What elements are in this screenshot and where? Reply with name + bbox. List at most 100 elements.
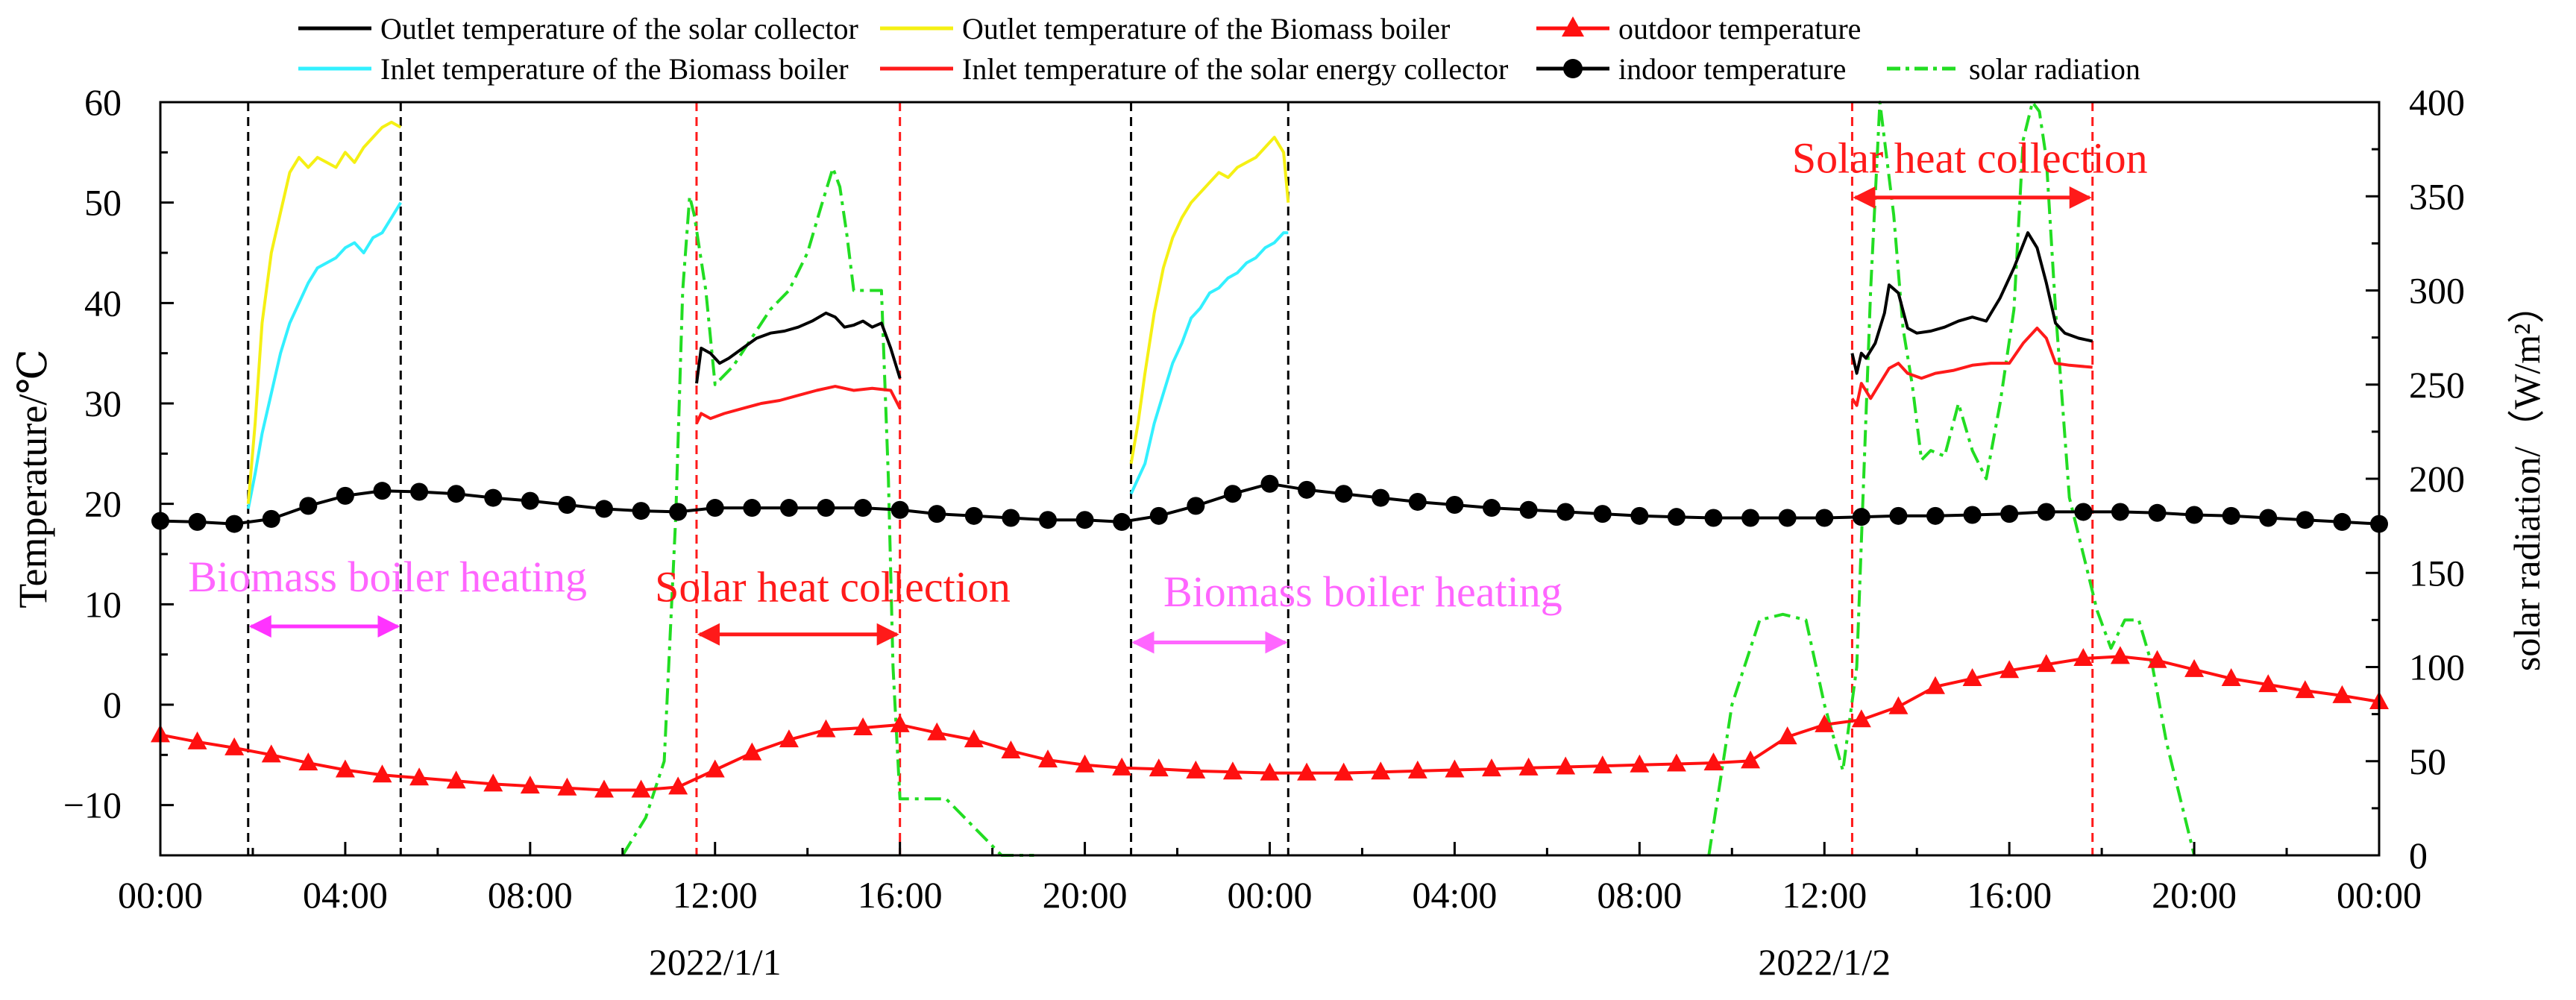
x-tick-label: 00:00	[118, 874, 203, 916]
indoor-temperature-point	[1002, 509, 1020, 527]
outdoor-temperature-point	[1407, 760, 1427, 779]
indoor-temperature-point	[1260, 474, 1279, 493]
y2-axis-title: solar radiation/（W/m²）	[2506, 286, 2548, 671]
y-tick-label: 40	[84, 282, 122, 324]
x-tick-label: 16:00	[858, 874, 943, 916]
legend-label: Inlet temperature of the solar energy co…	[962, 52, 1508, 86]
x-tick-label: 04:00	[1412, 874, 1497, 916]
indoor-temperature-point	[373, 482, 392, 500]
outdoor-temperature-point	[1297, 762, 1317, 781]
indoor-temperature-point	[1113, 512, 1131, 531]
y-tick-label: 0	[103, 684, 122, 726]
series-outlet-temperature-of-the-biomass-boiler	[246, 120, 1290, 504]
indoor-temperature-point	[1039, 511, 1057, 529]
indoor-temperature-point	[817, 499, 835, 518]
series-outdoor-temperature	[151, 646, 2389, 798]
x-tick-label: 20:00	[2152, 874, 2237, 916]
indoor-temperature-point	[1298, 480, 1316, 499]
indoor-temperature-point	[2222, 506, 2240, 525]
outdoor-temperature-point	[372, 764, 392, 783]
outdoor-temperature-point	[1075, 754, 1095, 773]
indoor-temperature-point	[1483, 499, 1501, 518]
series-solar-radiation	[621, 101, 2196, 857]
x-tick-label: 12:00	[673, 874, 758, 916]
series-line-outlet-temperature-of-the-biomass-boiler-1	[1129, 136, 1290, 465]
outdoor-temperature-point	[446, 770, 466, 789]
indoor-temperature-point	[2148, 503, 2167, 522]
outdoor-temperature-point	[1703, 752, 1724, 771]
x-tick-label: 16:00	[1967, 874, 2052, 916]
indoor-temperature-point	[410, 482, 429, 501]
outdoor-temperature-point	[705, 759, 725, 778]
indoor-temperature-point	[1593, 505, 1612, 523]
annotation-label-0: Biomass boiler heating	[188, 553, 587, 601]
outdoor-temperature-point	[520, 776, 540, 794]
series-line-inlet-temperature-of-the-biomass-boiler-0	[246, 201, 403, 509]
legend-item-solar-radiation: solar radiation	[1887, 52, 2140, 86]
indoor-temperature-point	[299, 497, 318, 515]
outdoor-temperature-point	[483, 773, 503, 792]
series-line-outlet-temperature-of-the-solar-collector-0	[695, 311, 902, 384]
y2-tick-label: 200	[2409, 458, 2465, 500]
outdoor-temperature-point	[2184, 658, 2205, 677]
outdoor-temperature-point	[668, 776, 688, 795]
outdoor-temperature-point	[409, 767, 430, 786]
date-label: 2022/1/1	[649, 941, 782, 983]
indoor-temperature-point	[779, 499, 798, 518]
indoor-temperature-point	[1741, 509, 1760, 527]
indoor-temperature-point	[1852, 508, 1870, 526]
legend-label: Outlet temperature of the Biomass boiler	[962, 12, 1450, 45]
outdoor-temperature-point	[1556, 756, 1576, 775]
outdoor-temperature-point	[1666, 753, 1686, 772]
series-line-outlet-temperature-of-the-solar-collector-1	[1850, 231, 2093, 375]
indoor-temperature-point	[890, 500, 909, 519]
series-outlet-temperature-of-the-solar-collector	[695, 231, 2093, 384]
outdoor-temperature-point	[1999, 660, 2020, 679]
indoor-temperature-point	[2074, 503, 2093, 521]
y-tick-label: 60	[84, 81, 122, 123]
y-tick-label: 50	[84, 182, 122, 224]
series-line-inlet-temperature-of-the-biomass-boiler-1	[1129, 231, 1289, 495]
legend: Outlet temperature of the solar collecto…	[298, 12, 2140, 86]
outdoor-temperature-point	[631, 779, 651, 798]
x-tick-label: 12:00	[1782, 874, 1867, 916]
indoor-temperature-point	[2000, 505, 2019, 523]
outdoor-temperature-point	[2295, 680, 2315, 699]
outdoor-temperature-point	[1038, 749, 1058, 768]
outdoor-temperature-point	[1001, 740, 1021, 758]
outdoor-temperature-point	[1741, 750, 1761, 769]
y-tick-label: 30	[84, 383, 122, 424]
indoor-temperature-point	[262, 509, 280, 528]
series-line-solar-radiation-1	[1707, 101, 2196, 856]
outdoor-temperature-point	[1186, 760, 1206, 779]
outdoor-temperature-point	[1777, 726, 1797, 745]
indoor-temperature-point	[1445, 496, 1464, 515]
outdoor-temperature-point	[1851, 709, 1871, 728]
legend-item-indoor-temperature: indoor temperature	[1536, 52, 1846, 86]
outdoor-temperature-point	[2036, 654, 2056, 673]
data-series	[151, 101, 2389, 857]
indoor-temperature-point	[2333, 512, 2352, 531]
outdoor-temperature-point	[1371, 761, 1391, 780]
indoor-temperature-point	[1630, 506, 1649, 525]
outdoor-temperature-point	[557, 777, 577, 796]
outdoor-temperature-point	[779, 729, 799, 748]
indoor-temperature-point	[1778, 509, 1797, 527]
series-inlet-temperature-of-the-biomass-boiler	[246, 201, 1289, 509]
outdoor-temperature-point	[224, 737, 245, 755]
outdoor-temperature-point	[1962, 667, 1982, 686]
y2-tick-label: 250	[2409, 364, 2465, 406]
outdoor-temperature-point	[816, 719, 836, 738]
indoor-temperature-point	[558, 496, 577, 515]
outdoor-temperature-point	[2073, 648, 2093, 667]
outdoor-temperature-point	[964, 729, 984, 748]
outdoor-temperature-point	[261, 744, 281, 763]
outdoor-temperature-point	[594, 779, 614, 798]
annotation-label-1: Solar heat collection	[655, 562, 1011, 611]
outdoor-temperature-point	[1630, 754, 1650, 773]
annotation-label-3: Solar heat collection	[1792, 133, 2148, 182]
indoor-temperature-point	[1408, 492, 1427, 511]
y-tick-label: 10	[84, 583, 122, 625]
y-tick-label: 20	[84, 483, 122, 525]
